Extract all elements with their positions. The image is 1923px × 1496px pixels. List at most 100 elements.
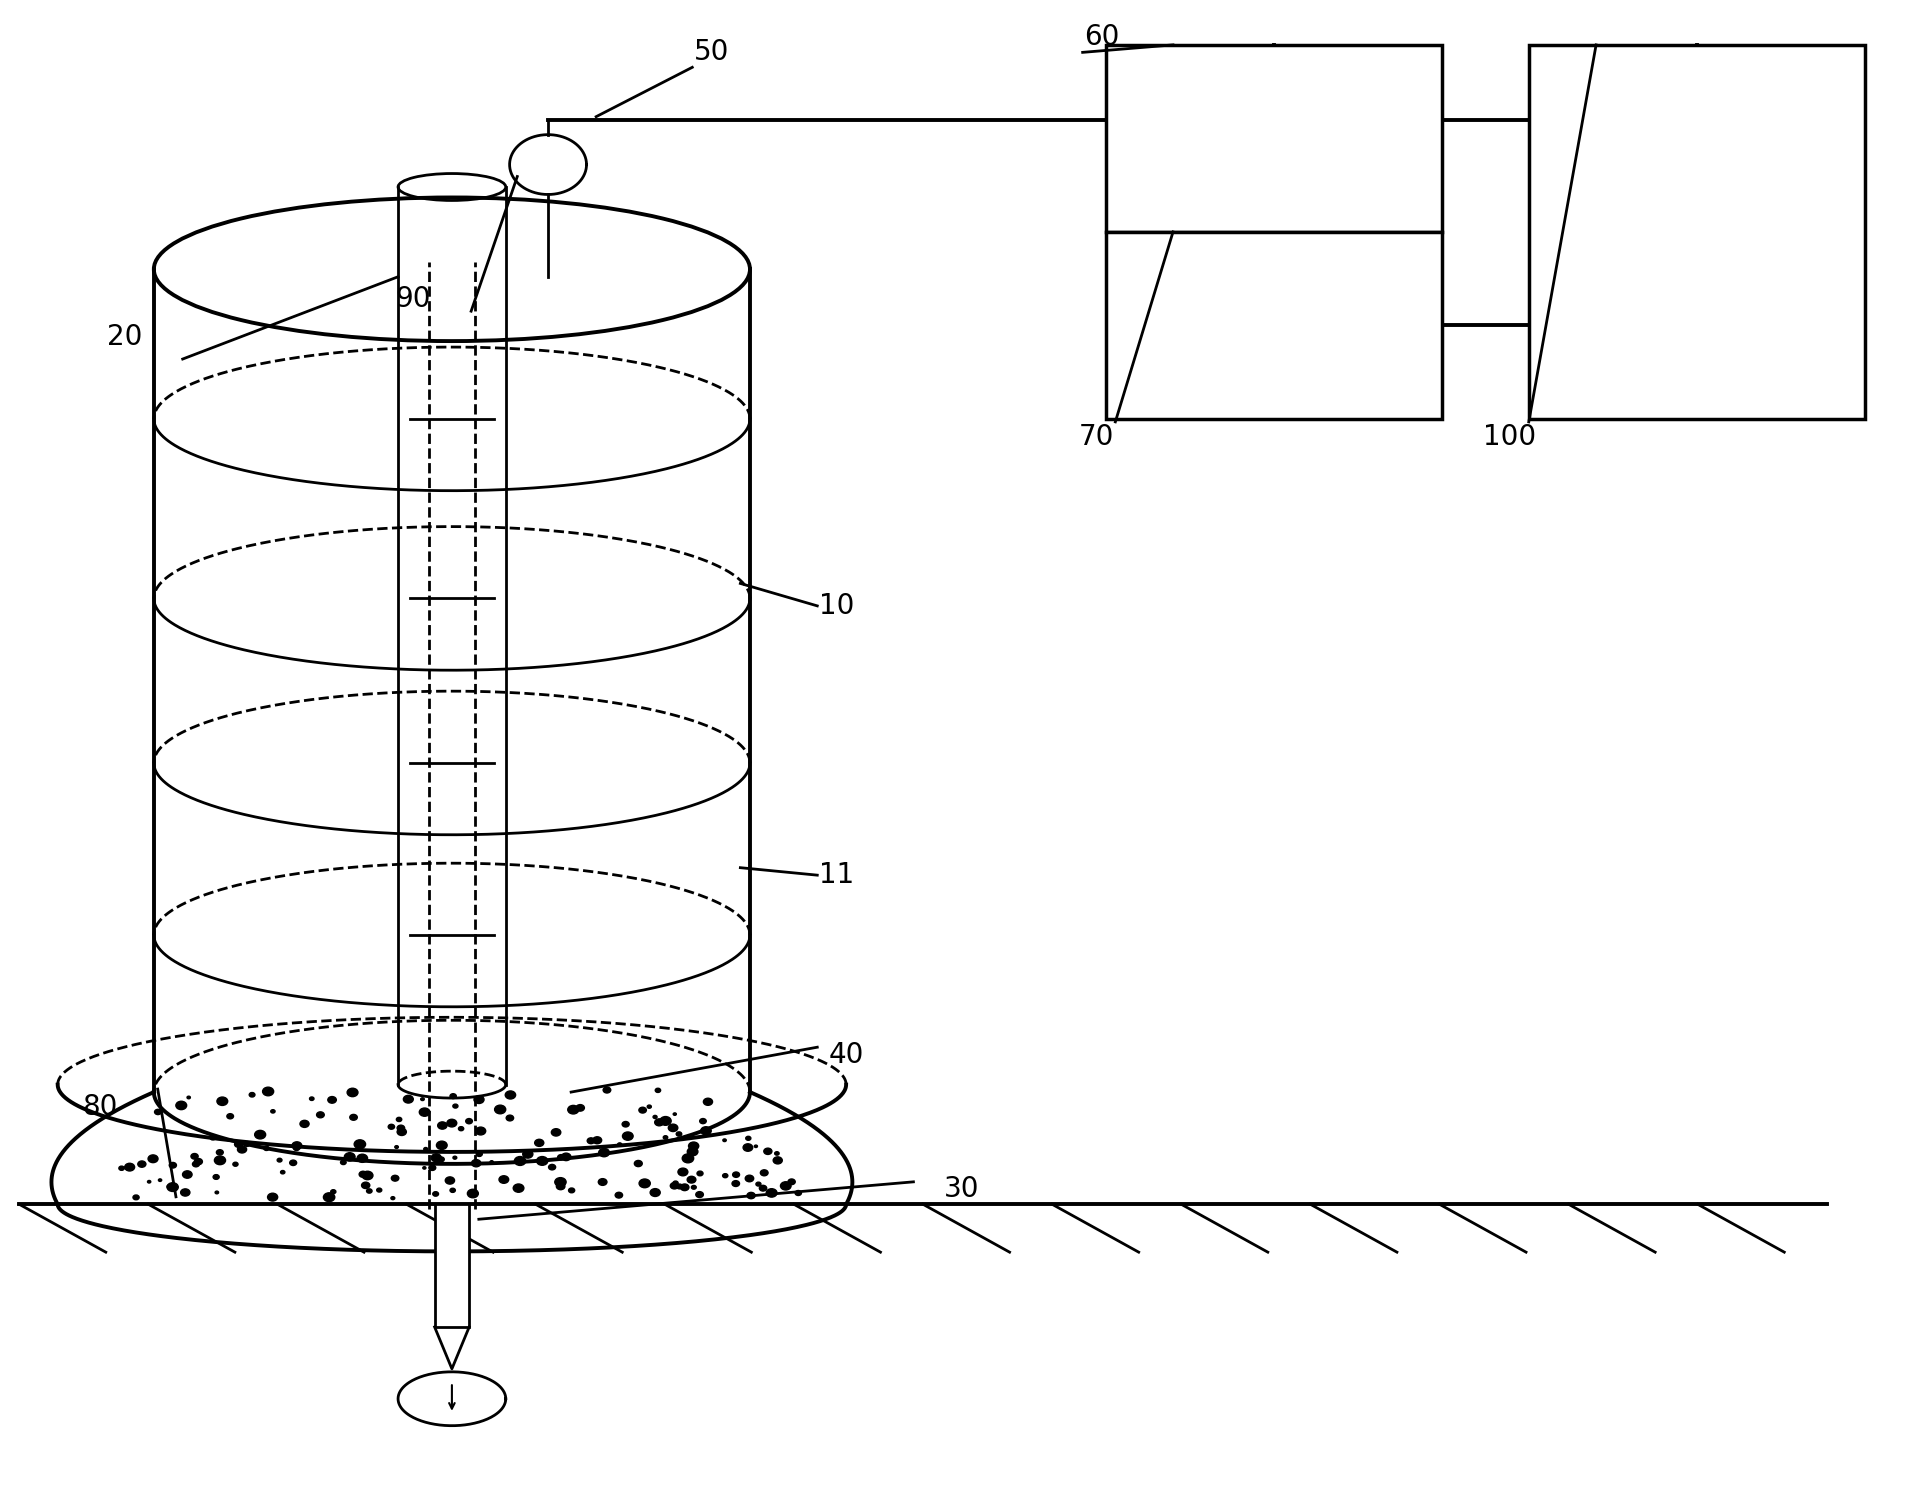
Circle shape — [404, 1095, 413, 1103]
Circle shape — [331, 1189, 337, 1194]
Circle shape — [756, 1182, 762, 1186]
Circle shape — [679, 1168, 688, 1176]
Circle shape — [181, 1189, 190, 1197]
Circle shape — [263, 1088, 273, 1095]
Circle shape — [513, 1183, 523, 1192]
Circle shape — [217, 1097, 227, 1106]
Circle shape — [465, 1119, 473, 1123]
Circle shape — [446, 1119, 458, 1126]
Circle shape — [556, 1183, 565, 1189]
Circle shape — [431, 1153, 440, 1162]
Circle shape — [183, 1171, 192, 1179]
Circle shape — [423, 1167, 425, 1168]
Circle shape — [398, 1125, 404, 1131]
Bar — [1529, 45, 1865, 419]
Circle shape — [167, 1183, 179, 1191]
Circle shape — [723, 1138, 727, 1141]
Circle shape — [367, 1189, 371, 1194]
Circle shape — [169, 1162, 177, 1168]
Circle shape — [473, 1095, 485, 1104]
Circle shape — [673, 1180, 679, 1185]
Circle shape — [548, 1164, 556, 1170]
Circle shape — [660, 1116, 671, 1125]
Circle shape — [763, 1147, 771, 1155]
Circle shape — [556, 1177, 565, 1186]
Circle shape — [765, 1189, 777, 1197]
Circle shape — [477, 1152, 483, 1156]
Polygon shape — [398, 1372, 506, 1426]
Circle shape — [192, 1161, 200, 1167]
Circle shape — [754, 1144, 758, 1147]
Circle shape — [635, 1161, 642, 1167]
Circle shape — [775, 1152, 779, 1155]
Circle shape — [773, 1156, 783, 1164]
Circle shape — [429, 1165, 437, 1170]
Circle shape — [281, 1170, 285, 1174]
Circle shape — [148, 1155, 158, 1162]
Circle shape — [687, 1176, 696, 1183]
Circle shape — [454, 1156, 458, 1159]
Circle shape — [217, 1150, 223, 1155]
Circle shape — [458, 1126, 463, 1131]
Circle shape — [392, 1176, 398, 1182]
Circle shape — [700, 1119, 706, 1123]
Text: 30: 30 — [944, 1176, 979, 1203]
Circle shape — [187, 1097, 190, 1098]
Circle shape — [388, 1125, 394, 1129]
Circle shape — [537, 1156, 548, 1165]
Circle shape — [677, 1183, 683, 1189]
Circle shape — [615, 1192, 623, 1198]
Circle shape — [300, 1121, 310, 1128]
Text: 11: 11 — [819, 862, 854, 889]
Circle shape — [669, 1123, 677, 1131]
Circle shape — [663, 1135, 667, 1138]
Circle shape — [348, 1088, 358, 1097]
Circle shape — [238, 1144, 242, 1147]
Circle shape — [215, 1191, 219, 1194]
Circle shape — [437, 1141, 448, 1149]
Circle shape — [454, 1104, 458, 1109]
Circle shape — [290, 1159, 296, 1165]
Circle shape — [213, 1156, 225, 1165]
Circle shape — [513, 1156, 525, 1165]
Circle shape — [552, 1128, 562, 1135]
Bar — [435, 1204, 469, 1327]
Text: 60: 60 — [1085, 24, 1119, 51]
Circle shape — [467, 1189, 479, 1198]
Circle shape — [358, 1144, 363, 1149]
Circle shape — [475, 1126, 487, 1135]
Circle shape — [656, 1088, 662, 1092]
Circle shape — [623, 1122, 629, 1126]
Circle shape — [167, 1185, 171, 1188]
Circle shape — [244, 1141, 250, 1146]
Circle shape — [419, 1109, 431, 1116]
Circle shape — [438, 1156, 444, 1162]
Text: 10: 10 — [819, 592, 854, 619]
Circle shape — [154, 1110, 162, 1115]
Text: 40: 40 — [829, 1041, 863, 1068]
Circle shape — [210, 1135, 215, 1140]
Circle shape — [362, 1182, 369, 1188]
Circle shape — [638, 1179, 650, 1188]
Circle shape — [677, 1132, 683, 1135]
Circle shape — [396, 1118, 402, 1122]
Bar — [1106, 232, 1442, 419]
Circle shape — [569, 1188, 575, 1192]
Circle shape — [746, 1192, 756, 1198]
Circle shape — [227, 1113, 233, 1119]
Text: 100: 100 — [1483, 423, 1536, 450]
Circle shape — [494, 1106, 506, 1115]
Circle shape — [696, 1192, 704, 1197]
Circle shape — [277, 1158, 283, 1162]
Circle shape — [254, 1131, 265, 1138]
Circle shape — [323, 1192, 335, 1201]
Circle shape — [340, 1161, 346, 1164]
Circle shape — [781, 1182, 790, 1189]
Circle shape — [535, 1140, 544, 1146]
Circle shape — [794, 1191, 802, 1195]
Circle shape — [567, 1106, 579, 1115]
Circle shape — [654, 1119, 663, 1126]
Text: 90: 90 — [396, 286, 431, 313]
Circle shape — [760, 1185, 767, 1191]
Circle shape — [598, 1149, 610, 1156]
